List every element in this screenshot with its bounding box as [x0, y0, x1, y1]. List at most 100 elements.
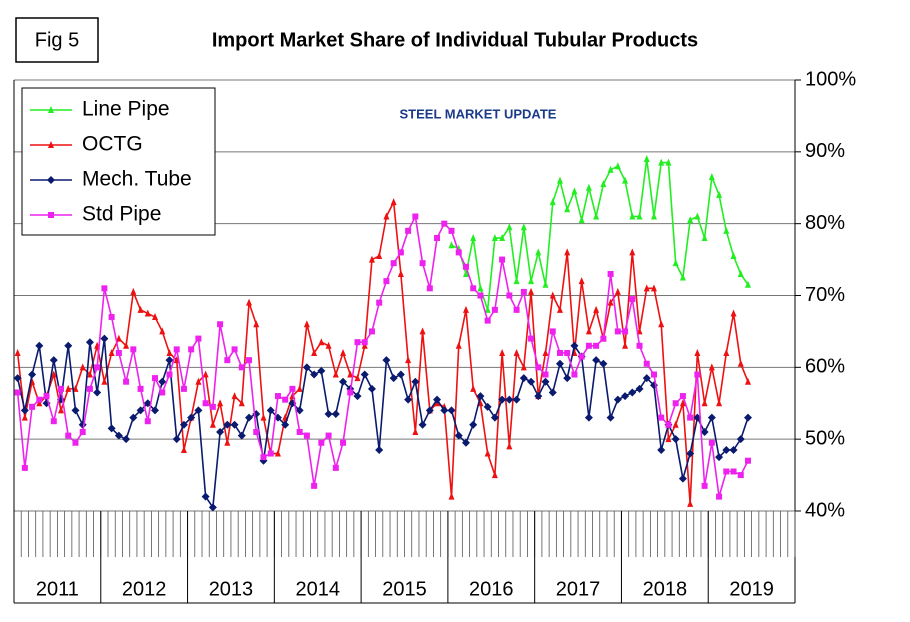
series-line — [16, 213, 749, 497]
marker — [643, 284, 650, 292]
x-group-label: 2018 — [643, 578, 688, 600]
x-group-label: 2012 — [122, 578, 167, 600]
marker — [622, 341, 629, 349]
marker — [470, 234, 477, 242]
marker — [643, 155, 650, 163]
x-group-label: 2016 — [469, 578, 514, 600]
marker — [665, 435, 672, 443]
marker — [339, 377, 348, 386]
marker — [71, 406, 80, 415]
marker — [224, 357, 231, 364]
marker — [528, 277, 535, 285]
marker — [137, 305, 144, 313]
marker — [144, 418, 151, 425]
marker — [708, 363, 715, 371]
marker — [361, 339, 368, 346]
marker — [14, 348, 21, 356]
marker — [599, 359, 608, 368]
marker — [723, 468, 730, 475]
marker — [491, 306, 498, 313]
marker — [418, 420, 427, 429]
marker — [172, 435, 181, 444]
marker — [85, 338, 94, 347]
marker — [21, 413, 28, 421]
marker — [151, 406, 160, 415]
logo: STEEL MARKET UPDATE — [400, 106, 557, 121]
x-group-label: 2013 — [209, 578, 254, 600]
marker — [499, 256, 506, 263]
marker — [347, 389, 354, 396]
figure-label: Fig 5 — [35, 29, 79, 51]
marker — [455, 249, 462, 256]
marker — [476, 392, 485, 401]
marker — [94, 364, 101, 371]
marker — [246, 357, 253, 364]
marker — [593, 212, 600, 220]
marker — [462, 305, 469, 313]
marker — [252, 410, 261, 419]
marker — [686, 449, 695, 458]
marker — [716, 493, 723, 500]
marker — [325, 432, 332, 439]
x-group-label: 2015 — [382, 578, 427, 600]
x-group-label: 2011 — [36, 578, 79, 600]
marker — [353, 392, 362, 401]
marker — [506, 292, 513, 299]
marker — [166, 348, 173, 356]
marker — [201, 492, 210, 501]
marker — [490, 413, 499, 422]
marker — [129, 413, 138, 422]
legend-marker — [48, 212, 54, 218]
marker — [35, 341, 44, 350]
marker — [36, 396, 43, 403]
marker — [650, 284, 657, 292]
series-line — [16, 338, 749, 510]
marker — [564, 205, 571, 213]
marker — [281, 420, 290, 429]
marker — [462, 269, 469, 277]
marker — [527, 377, 536, 386]
marker — [58, 406, 65, 414]
marker — [230, 420, 239, 429]
marker — [606, 413, 615, 422]
marker — [411, 377, 420, 386]
marker — [317, 366, 326, 375]
legend-label: Std Pipe — [82, 203, 161, 226]
legend-label: Mech. Tube — [82, 168, 192, 191]
marker — [700, 427, 709, 436]
marker — [635, 384, 644, 393]
marker — [650, 212, 657, 220]
marker — [614, 162, 621, 170]
marker — [209, 403, 216, 410]
legend-marker — [48, 141, 54, 148]
marker — [470, 285, 477, 292]
x-group-label: 2017 — [556, 578, 601, 600]
marker — [571, 371, 578, 378]
marker — [434, 235, 441, 242]
marker — [621, 392, 630, 401]
marker — [354, 339, 361, 346]
marker — [404, 395, 413, 404]
marker — [311, 482, 318, 489]
marker — [64, 341, 73, 350]
marker — [253, 320, 260, 328]
marker — [512, 395, 521, 404]
marker — [607, 165, 614, 173]
marker — [360, 370, 369, 379]
marker — [58, 385, 65, 392]
marker — [237, 431, 246, 440]
series-line — [16, 199, 749, 504]
marker — [311, 348, 318, 356]
marker — [614, 328, 621, 335]
marker — [245, 413, 254, 422]
marker — [672, 400, 679, 407]
marker — [549, 198, 556, 206]
marker — [405, 227, 412, 234]
marker — [376, 299, 383, 306]
marker — [13, 374, 22, 383]
marker — [708, 172, 715, 180]
marker — [535, 248, 542, 256]
marker — [282, 396, 289, 403]
marker — [534, 392, 543, 401]
marker — [266, 406, 275, 415]
